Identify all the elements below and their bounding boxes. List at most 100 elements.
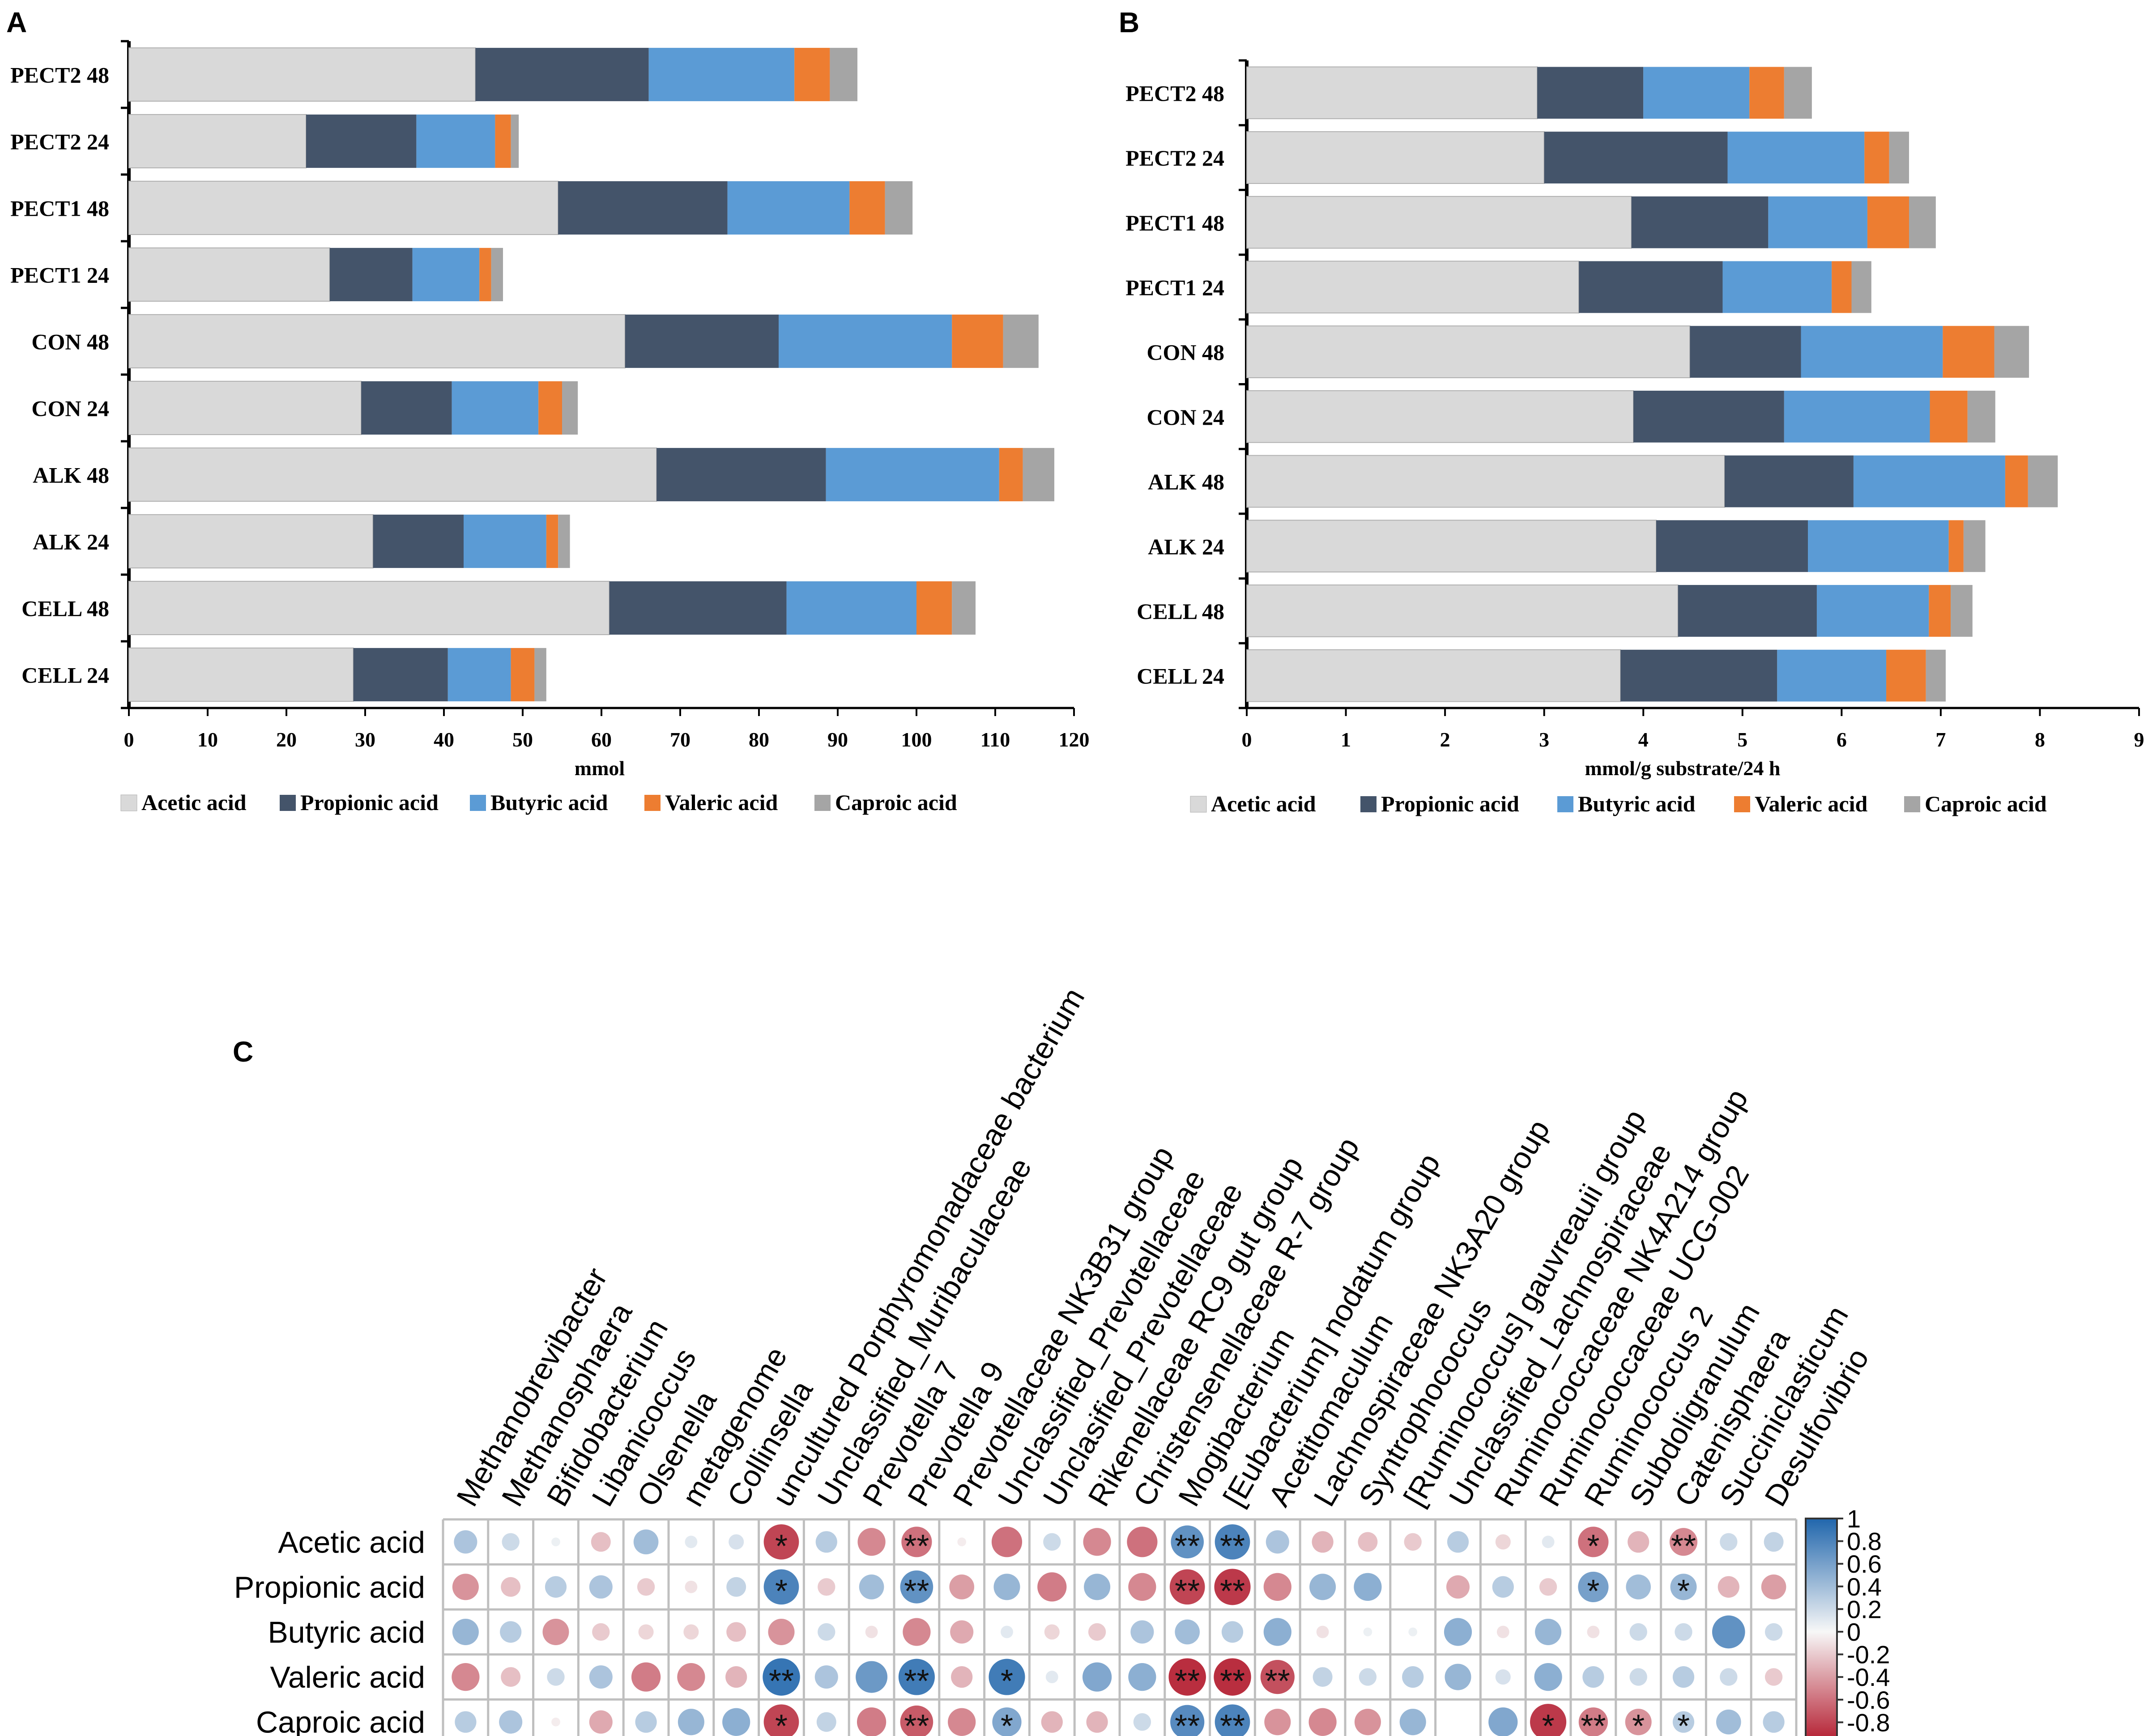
correlation-circle <box>547 1668 565 1686</box>
bar-segment-caproic-acid <box>562 381 578 435</box>
bar-segment-acetic-acid <box>128 114 307 169</box>
significance-mark: * <box>775 1574 788 1609</box>
correlation-circle <box>589 1575 613 1599</box>
bar-segment-propionic-acid <box>1579 261 1723 313</box>
correlation-circle <box>856 1661 888 1693</box>
correlation-circle <box>1175 1619 1200 1645</box>
correlation-circle <box>551 1717 560 1727</box>
category-label: PECT1 48 <box>1125 210 1224 235</box>
correlation-circle <box>545 1576 567 1598</box>
correlation-circle <box>949 1574 975 1600</box>
bar-segment-propionic-acid <box>1633 390 1784 443</box>
x-tick-label: 90 <box>827 728 848 751</box>
bar-segment-propionic-acid <box>306 114 417 168</box>
bar-segment-valeric-acid <box>1864 132 1889 183</box>
correlation-circle <box>633 1529 659 1555</box>
correlation-circle <box>1495 1534 1511 1550</box>
category-label: CELL 48 <box>21 596 109 621</box>
bar-segment-acetic-acid <box>1246 520 1657 573</box>
bar-segment-caproic-acid <box>1994 326 2029 378</box>
correlation-circle <box>763 1704 799 1736</box>
correlation-circle <box>957 1537 967 1547</box>
correlation-circle <box>452 1574 479 1600</box>
correlation-circle <box>452 1663 480 1691</box>
bar-segment-propionic-acid <box>625 314 779 368</box>
category-label: PECT2 48 <box>1125 81 1224 106</box>
category-label: PECT1 24 <box>10 263 109 288</box>
correlation-circle <box>685 1536 698 1548</box>
correlation-circle <box>1402 1666 1424 1688</box>
bar-segment-acetic-acid <box>1246 325 1691 379</box>
bar-segment-propionic-acid <box>329 247 413 302</box>
bar-segment-butyric-acid <box>1768 196 1867 248</box>
correlation-circle <box>900 1570 933 1604</box>
bar-segment-butyric-acid <box>826 448 999 502</box>
x-tick-label: 10 <box>197 728 218 751</box>
bar-segment-butyric-acid <box>416 114 495 168</box>
bar-segment-butyric-acid <box>1727 132 1865 183</box>
correlation-circle <box>818 1623 835 1641</box>
bar-segment-valeric-acid <box>1948 520 1964 572</box>
bar-segment-caproic-acid <box>1023 448 1054 502</box>
correlation-circle <box>898 1659 935 1695</box>
category-label: ALK 48 <box>33 463 109 488</box>
correlation-circle <box>992 1707 1022 1736</box>
bar-segment-valeric-acid <box>1886 649 1926 702</box>
correlation-circle <box>1582 1666 1604 1688</box>
bar-segment-valeric-acid <box>2005 455 2028 508</box>
row-label: Valeric acid <box>270 1660 425 1694</box>
bar-segment-butyric-acid <box>779 314 952 368</box>
category-label: CON 24 <box>31 396 109 421</box>
correlation-circle <box>950 1620 974 1644</box>
bar-segment-propionic-acid <box>1678 585 1817 637</box>
bar-segment-butyric-acid <box>1808 520 1949 572</box>
correlation-circle <box>1629 1623 1647 1641</box>
significance-mark: ** <box>1175 1574 1200 1609</box>
correlation-circle <box>1626 1574 1651 1600</box>
row-label: Propionic acid <box>234 1570 425 1604</box>
correlation-circle <box>1221 1621 1244 1643</box>
correlation-circle <box>900 1705 933 1736</box>
bar-segment-acetic-acid <box>1246 390 1634 443</box>
x-tick-label: 20 <box>276 728 297 751</box>
legend-swatch <box>1734 796 1750 812</box>
row-label: Caproic acid <box>256 1706 425 1736</box>
bar-segment-propionic-acid <box>353 648 448 702</box>
correlation-circle <box>1542 1536 1555 1548</box>
bar-segment-acetic-acid <box>128 180 559 235</box>
correlation-circle <box>1263 1618 1291 1646</box>
legend-label: Acetic acid <box>1211 791 1316 816</box>
bar-segment-butyric-acid <box>448 648 511 702</box>
correlation-circle <box>1444 1618 1472 1646</box>
correlation-circle <box>1127 1527 1158 1557</box>
correlation-circle <box>1084 1574 1111 1600</box>
correlation-circle <box>1672 1711 1695 1733</box>
correlation-circle <box>1214 1658 1251 1696</box>
bar-segment-butyric-acid <box>412 247 480 302</box>
correlation-circle <box>1764 1623 1783 1641</box>
bar-segment-valeric-acid <box>1929 585 1951 637</box>
correlation-circle <box>948 1708 976 1736</box>
bar-segment-caproic-acid <box>1003 314 1039 368</box>
x-tick-label: 7 <box>1935 728 1946 751</box>
panel-letter-b: B <box>1119 6 1139 38</box>
correlation-circle <box>1629 1668 1647 1686</box>
correlation-circle <box>725 1666 747 1688</box>
bar-segment-caproic-acid <box>1851 261 1871 313</box>
correlation-circle <box>591 1532 611 1552</box>
correlation-circle <box>501 1577 521 1597</box>
bar-segment-valeric-acid <box>511 648 535 702</box>
x-axis-title: mmol <box>575 757 625 780</box>
correlation-circle <box>1669 1528 1698 1556</box>
bar-segment-caproic-acid <box>830 47 857 102</box>
correlation-circle <box>903 1618 931 1646</box>
x-axis-title: mmol/g substrate/24 h <box>1585 757 1781 780</box>
legend-swatch <box>1190 796 1207 813</box>
x-tick-label: 120 <box>1059 728 1090 751</box>
bar-segment-butyric-acid <box>1777 649 1887 702</box>
correlation-circle <box>814 1665 838 1689</box>
significance-mark: ** <box>1220 1574 1245 1609</box>
row-label: Acetic acid <box>278 1525 425 1559</box>
colorbar-tick-label: -0.2 <box>1847 1641 1890 1669</box>
significance-mark: * <box>775 1528 788 1564</box>
